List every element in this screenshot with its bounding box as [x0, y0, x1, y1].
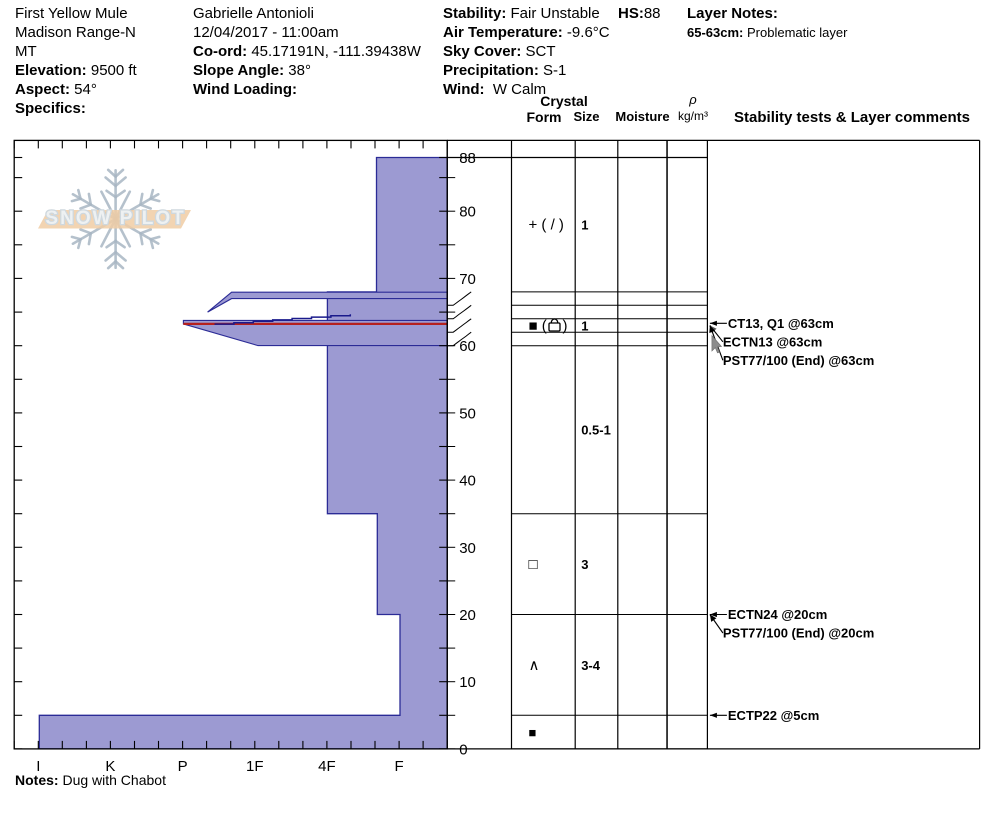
svg-text:3-4: 3-4 [581, 658, 601, 673]
svg-text:30: 30 [459, 540, 476, 557]
svg-text:SNOW PILOT: SNOW PILOT [45, 208, 185, 229]
svg-text:K: K [105, 758, 115, 775]
svg-text:40: 40 [459, 473, 476, 490]
svg-text:PST77/100 (End) @20cm: PST77/100 (End) @20cm [723, 626, 874, 641]
svg-text:ECTN13 @63cm: ECTN13 @63cm [723, 335, 822, 350]
svg-text:I: I [36, 758, 40, 775]
svg-text:CT13, Q1 @63cm: CT13, Q1 @63cm [728, 316, 834, 331]
svg-text:ECTP22 @5cm: ECTP22 @5cm [728, 708, 819, 723]
svg-text:ECTN24 @20cm: ECTN24 @20cm [728, 607, 827, 622]
svg-text:4F: 4F [318, 758, 336, 775]
svg-text:∧: ∧ [529, 657, 540, 674]
svg-text:): ) [563, 318, 568, 335]
svg-text:0.5-1: 0.5-1 [581, 423, 611, 438]
svg-text:20: 20 [459, 607, 476, 624]
svg-text:80: 80 [459, 204, 476, 221]
svg-text:1: 1 [581, 319, 588, 334]
svg-text:10: 10 [459, 674, 476, 691]
svg-text:88: 88 [459, 150, 476, 167]
svg-text:3: 3 [581, 557, 588, 572]
svg-text:60: 60 [459, 338, 476, 355]
svg-text:70: 70 [459, 271, 476, 288]
svg-text:+ ( / ): + ( / ) [529, 217, 564, 234]
svg-text:P: P [178, 758, 188, 775]
svg-text:1F: 1F [246, 758, 264, 775]
svg-text:50: 50 [459, 405, 476, 422]
svg-text:F: F [395, 758, 404, 775]
svg-text:1: 1 [581, 218, 588, 233]
svg-text:PST77/100 (End) @63cm: PST77/100 (End) @63cm [723, 353, 874, 368]
svg-text:■ (: ■ ( [529, 318, 547, 335]
svg-text:□: □ [529, 556, 538, 573]
svg-text:■: ■ [529, 725, 537, 740]
svg-text:0: 0 [459, 741, 467, 758]
